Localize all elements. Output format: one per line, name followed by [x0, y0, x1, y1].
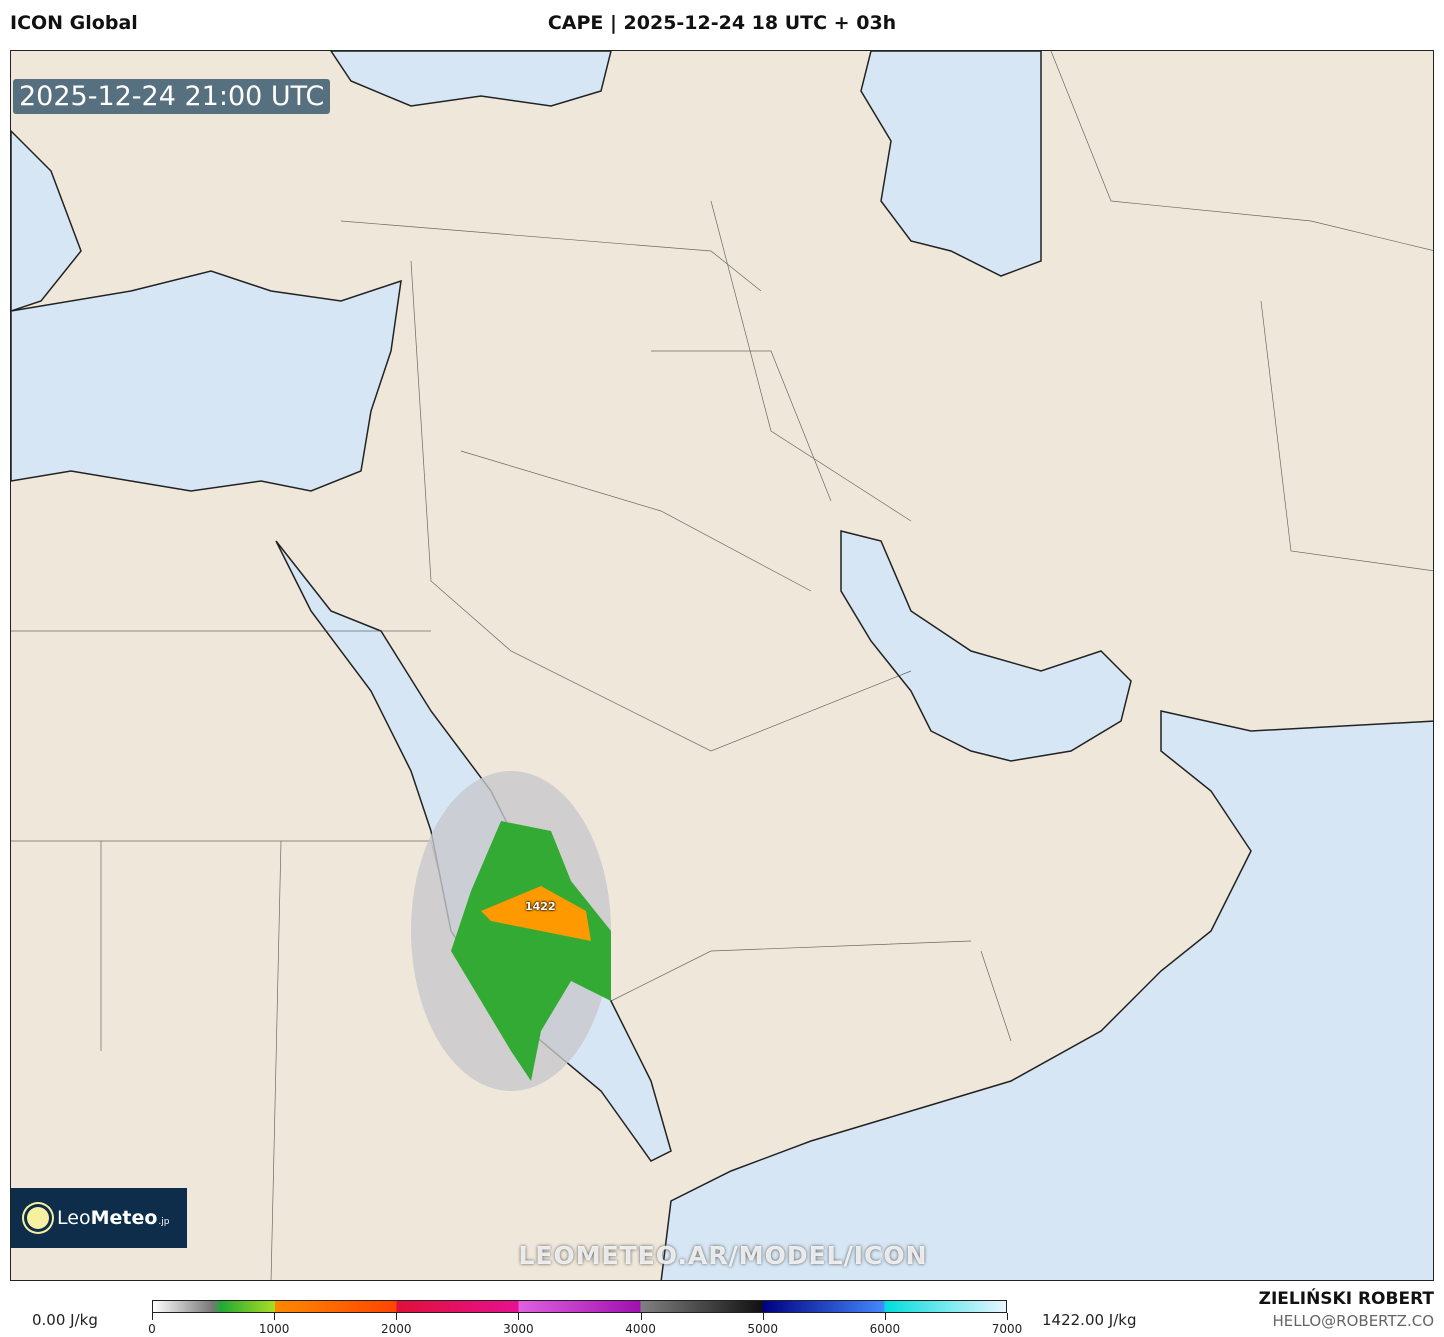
- aegean-sea: [11, 129, 82, 312]
- chart-title: CAPE | 2025-12-24 18 UTC + 03h: [547, 12, 897, 34]
- mediterranean-sea: [11, 270, 402, 492]
- model-name: ICON Global: [10, 12, 138, 34]
- colorbar-tick-label: 1000: [258, 1322, 290, 1336]
- legend-max: 1422.00 J/kg: [1042, 1311, 1137, 1329]
- colorbar-tick-label: 6000: [869, 1322, 901, 1336]
- colorbar-tick-mark: [274, 1313, 276, 1320]
- persian-gulf: [840, 530, 1132, 762]
- watermark: LEOMETEO.AR/MODEL/ICON: [518, 1241, 928, 1270]
- colorbar-tick-label: 0: [148, 1322, 156, 1336]
- max-value-label: 1422: [525, 900, 556, 913]
- map-layer: [11, 51, 1433, 1280]
- caspian-sea: [860, 51, 1042, 277]
- colorbar-tick-label: 2000: [381, 1322, 412, 1336]
- weather-map[interactable]: 2025-12-24 21:00 UTC 1422 Leo Meteo .jp LE…: [10, 50, 1434, 1281]
- colorbar-tick-mark: [152, 1313, 153, 1320]
- colorbar-tick-label: 3000: [503, 1322, 534, 1336]
- valid-time-stamp: 2025-12-24 21:00 UTC: [13, 79, 331, 114]
- legend-min: 0.00 J/kg: [32, 1311, 98, 1329]
- colorbar-tick-mark: [396, 1313, 398, 1320]
- colorbar-tick-mark: [518, 1313, 520, 1320]
- author-credit: ZIELIŃSKI ROBERT: [1258, 1289, 1434, 1309]
- colorbar-tick-label: 4000: [625, 1322, 656, 1336]
- leometeo-logo[interactable]: Leo Meteo .jp: [11, 1188, 187, 1248]
- colorbar: [152, 1300, 1007, 1313]
- colorbar-tick-mark: [1007, 1313, 1008, 1320]
- arabian-sea: [660, 710, 1433, 1280]
- colorbar-tick-label: 5000: [747, 1322, 778, 1336]
- colorbar-tick-label: 7000: [991, 1322, 1023, 1336]
- colorbar-tick-mark: [884, 1313, 886, 1320]
- colorbar-tick-mark: [762, 1313, 764, 1320]
- author-email[interactable]: HELLO@ROBERTZ.CO: [1272, 1312, 1434, 1330]
- sun-icon: [27, 1207, 49, 1229]
- black-sea: [330, 51, 612, 107]
- colorbar-tick-mark: [640, 1313, 642, 1320]
- cape-field: [411, 771, 611, 1091]
